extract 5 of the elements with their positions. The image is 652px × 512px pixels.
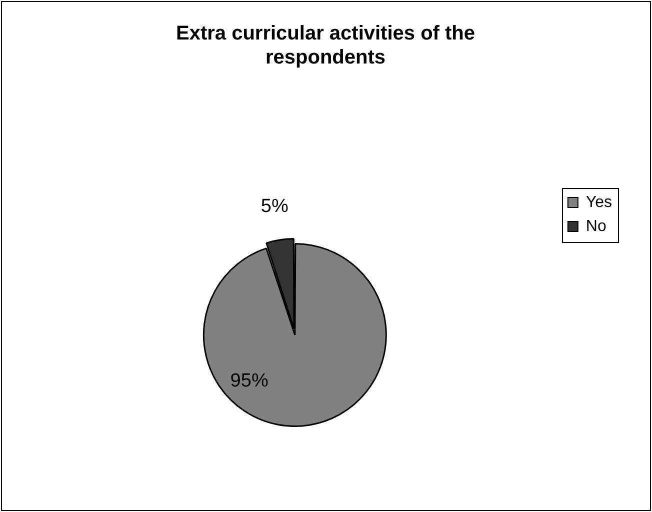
legend-label: No xyxy=(586,218,606,235)
chart-title: Extra curricular activities of the respondents xyxy=(176,22,476,69)
legend-label: Yes xyxy=(586,194,612,211)
data-label: 95% xyxy=(230,370,268,392)
data-label: 5% xyxy=(260,196,288,218)
